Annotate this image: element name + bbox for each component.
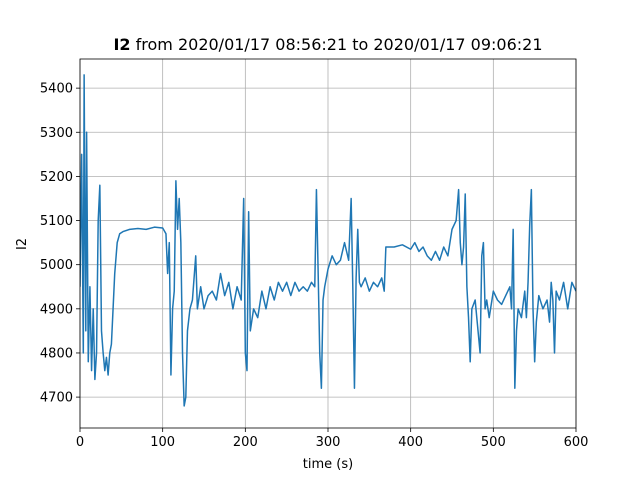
- plot-frame: [79, 58, 577, 429]
- data-line: [80, 74, 576, 407]
- x-tick-label: 0: [76, 435, 84, 450]
- y-axis-label: I2: [15, 238, 30, 250]
- x-tick-label: 200: [233, 435, 258, 450]
- title-variable: I2: [113, 35, 130, 54]
- y-tick-label: 5200: [40, 170, 73, 185]
- x-tick-label: 500: [481, 435, 506, 450]
- x-tick-label: 400: [398, 435, 423, 450]
- x-tick-label: 600: [564, 435, 589, 450]
- y-tick-label: 5300: [40, 126, 73, 141]
- y-tick-label: 4900: [40, 302, 73, 317]
- y-tick-label: 5000: [40, 258, 73, 273]
- chart-title: I2 from 2020/01/17 08:56:21 to 2020/01/1…: [113, 35, 542, 54]
- y-tick-label: 4800: [40, 346, 73, 361]
- y-tick-label: 5100: [40, 214, 73, 229]
- x-tick-label: 300: [316, 435, 341, 450]
- y-tick-label: 4700: [40, 391, 73, 406]
- x-axis-label: time (s): [303, 457, 353, 472]
- y-tick-label: 5400: [40, 82, 73, 97]
- title-text: from 2020/01/17 08:56:21 to 2020/01/17 0…: [136, 35, 543, 54]
- x-tick-label: 100: [150, 435, 175, 450]
